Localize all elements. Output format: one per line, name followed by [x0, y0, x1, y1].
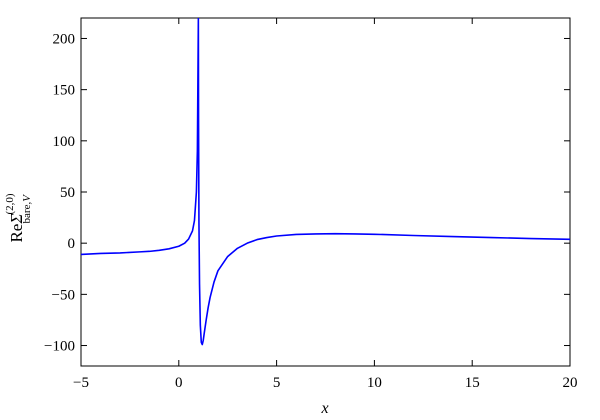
series-line-0: [81, 18, 570, 346]
x-ticks: −5 0 5 10 15 20: [73, 18, 578, 391]
x-axis-label: x: [320, 400, 328, 417]
plot-area: [80, 17, 571, 367]
y-tick-label: −50: [52, 287, 75, 303]
y-axis-label-subscript: bare,: [21, 202, 33, 224]
y-tick-label: 50: [60, 185, 75, 201]
svg-text:ReΣ(2,0)bare,V: ReΣ(2,0) bare,V: [4, 193, 33, 242]
y-ticks: −100 −50 0 50 100 150 200: [44, 31, 570, 355]
y-tick-label: 150: [53, 83, 76, 99]
x-tick-label: −5: [73, 375, 89, 391]
y-tick-label: −100: [44, 339, 75, 355]
y-axis-label-subscript-var: V: [21, 194, 33, 202]
y-tick-label: 0: [68, 236, 76, 252]
y-axis-label: ReΣ(2,0) bare,V: [4, 193, 33, 242]
y-tick-label: 100: [53, 134, 76, 150]
x-tick-label: 10: [367, 375, 382, 391]
y-tick-label: 200: [53, 31, 76, 47]
x-tick-label: 5: [273, 375, 281, 391]
x-tick-label: 15: [465, 375, 480, 391]
plot-frame: [80, 17, 571, 367]
x-tick-label: 20: [563, 375, 578, 391]
y-axis-label-prefix: Re: [7, 224, 26, 243]
y-axis-label-symbol: Σ: [7, 214, 26, 225]
x-tick-label: 0: [175, 375, 183, 391]
y-axis-label-superscript: (2,0): [4, 193, 16, 214]
